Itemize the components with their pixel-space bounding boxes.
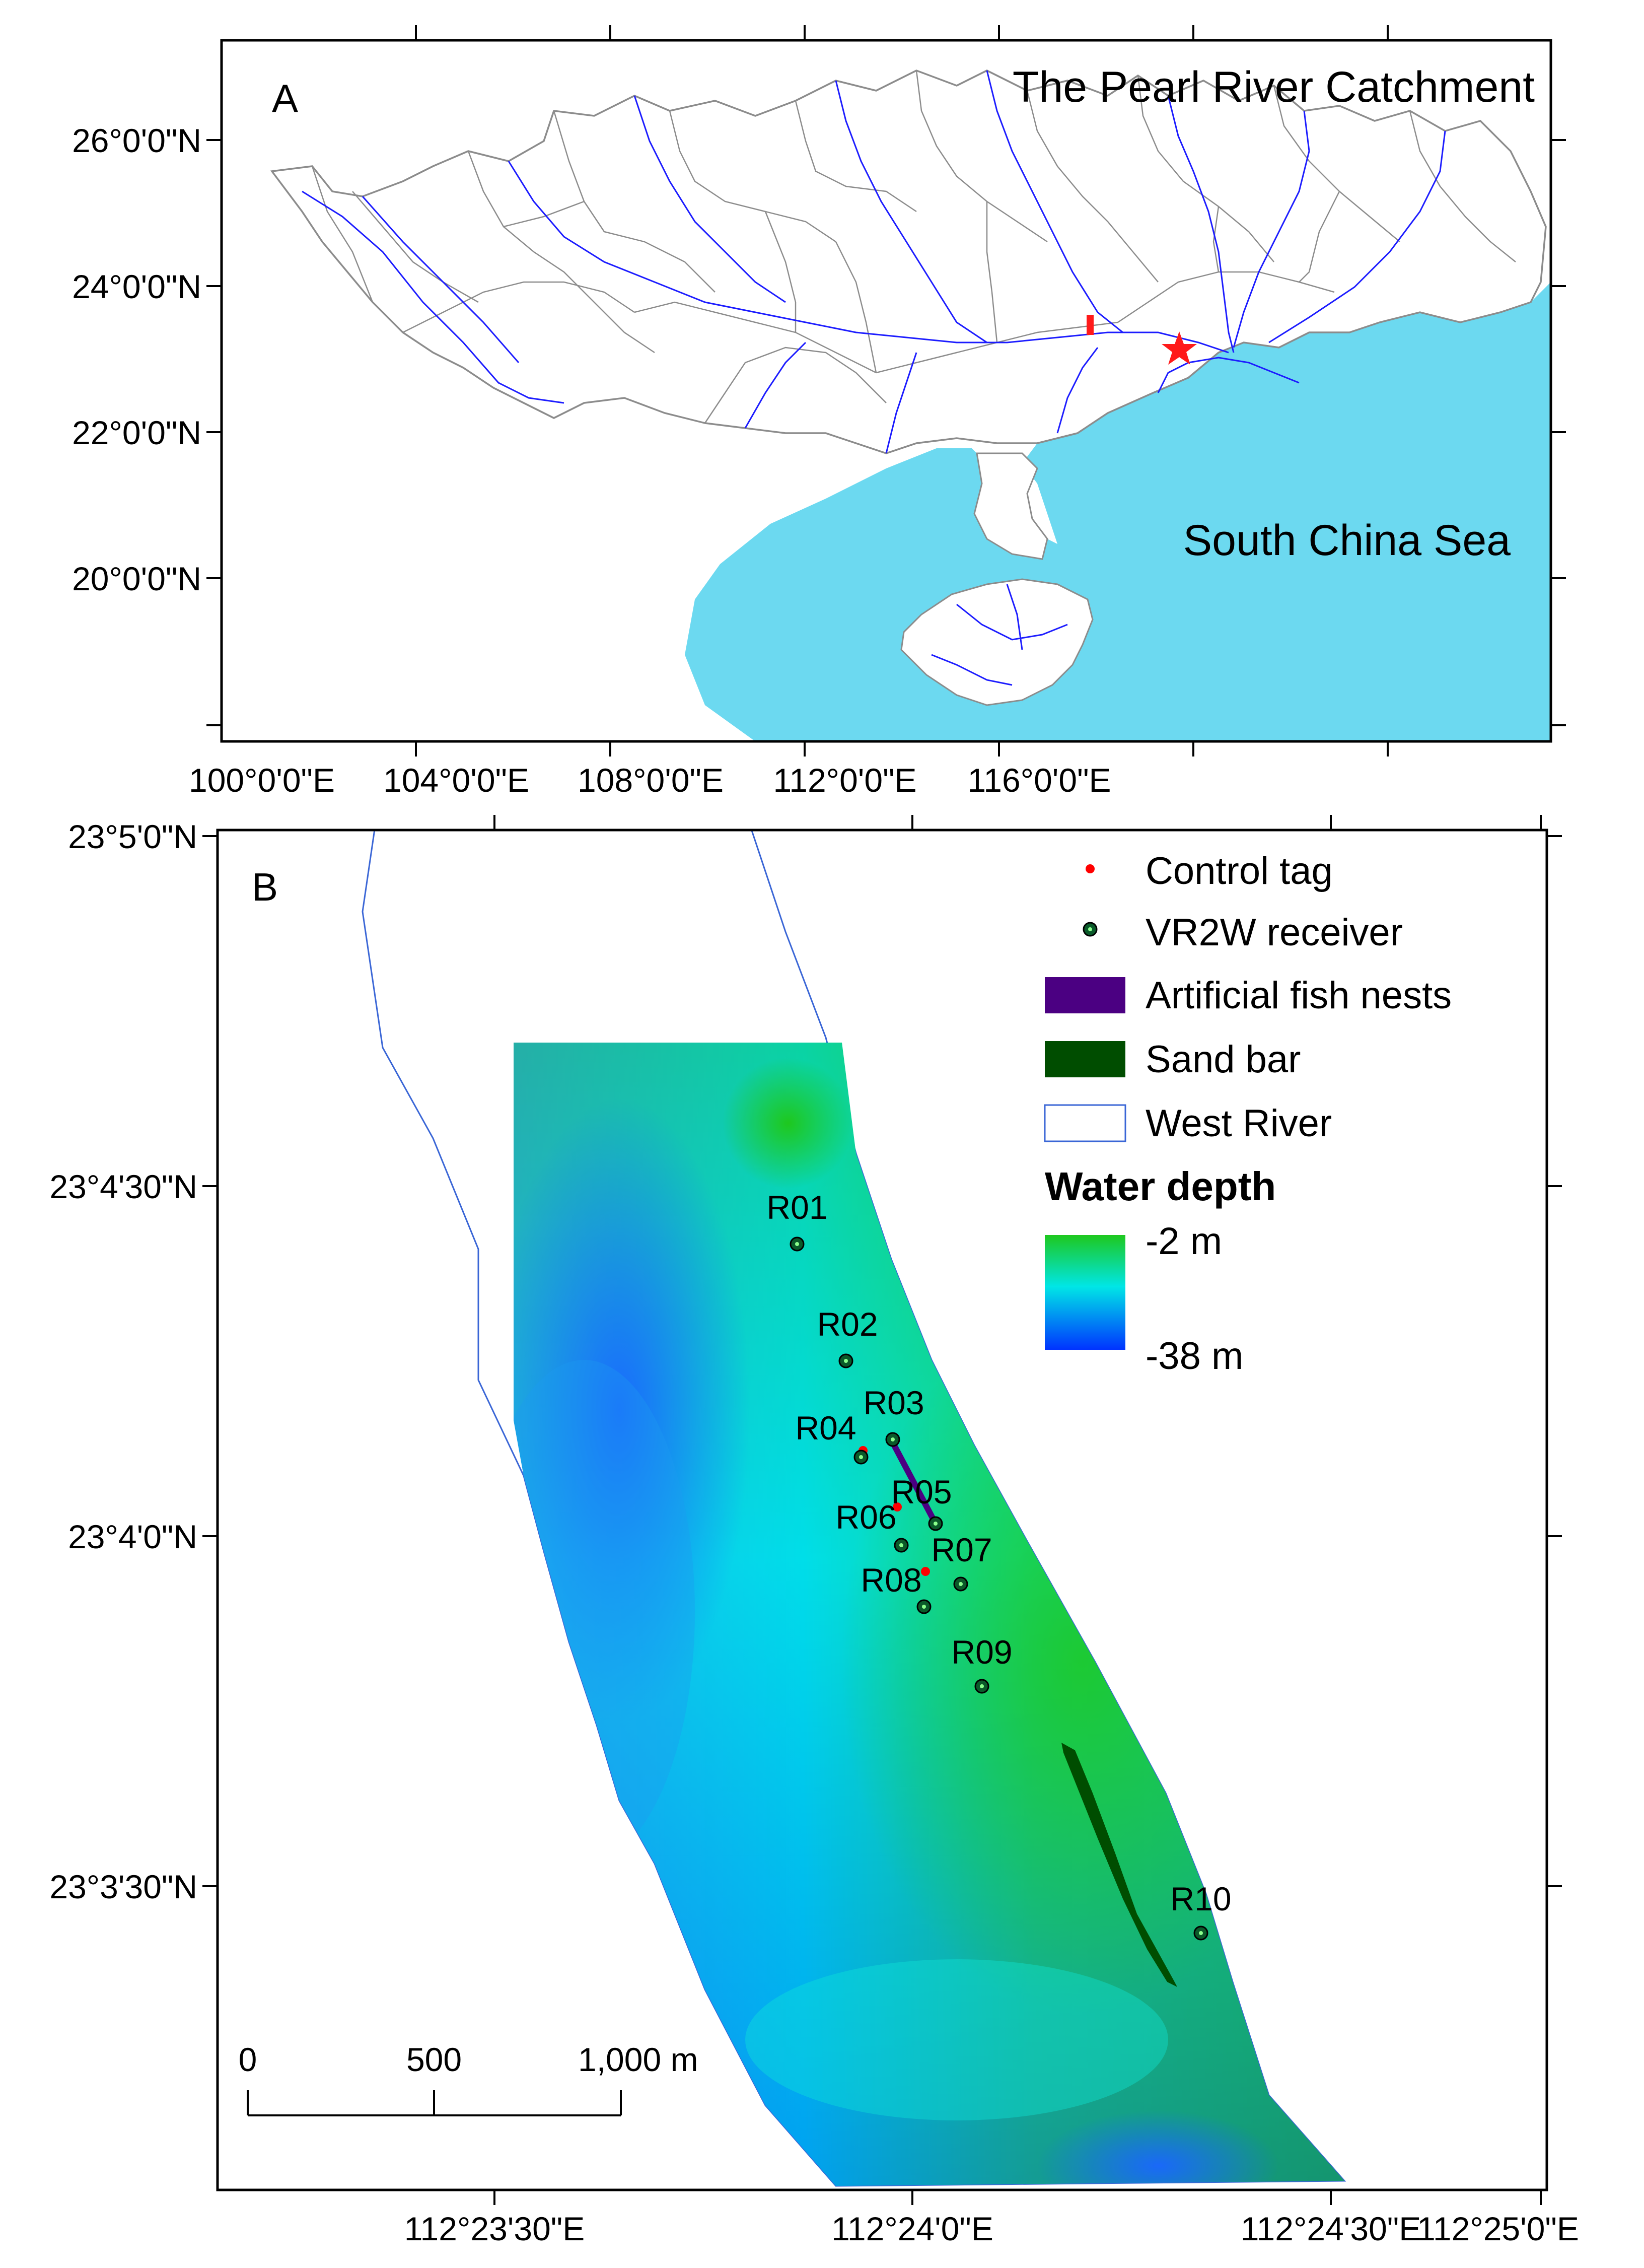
lat-label: 23°4'0"N (68, 1518, 197, 1555)
catchment-boundary (270, 70, 1547, 454)
receiver-label: R10 (1170, 1880, 1231, 1917)
sea-label: South China Sea (1183, 516, 1511, 565)
legend-receiver-dot (1088, 927, 1092, 931)
sub-basin-boundaries (311, 70, 1516, 424)
lon-label: 108°0'0"E (578, 762, 724, 799)
legend-receiver-label: VR2W receiver (1146, 911, 1403, 954)
receiver-dot (844, 1359, 848, 1363)
receiver-dot (795, 1242, 799, 1246)
legend-fish-nests-symbol (1045, 977, 1125, 1013)
lat-label: 26°0'0"N (72, 122, 201, 159)
lat-label: 22°0'0"N (72, 414, 201, 451)
receiver-dot (1199, 1931, 1203, 1935)
panel-a-latitude-labels: 26°0'0"N 24°0'0"N 22°0'0"N 20°0'0"N (72, 122, 201, 597)
receiver-dot (891, 1437, 895, 1441)
sea-area (685, 282, 1551, 741)
receiver-r07: R07 (931, 1531, 992, 1592)
receiver-r05: R05 (891, 1473, 952, 1531)
river-network (302, 70, 1446, 686)
scale-label-0: 0 (239, 2041, 257, 2078)
receiver-dot (859, 1455, 863, 1459)
lat-label: 20°0'0"N (72, 560, 201, 597)
receiver-dot (934, 1522, 938, 1526)
panel-a-longitude-labels: 100°0'0"E 104°0'0"E 108°0'0"E 112°0'0"E 116°… (189, 762, 1111, 799)
receiver-label: R06 (835, 1498, 896, 1536)
legend-west-river-symbol (1044, 1104, 1126, 1142)
study-site-marker (1087, 315, 1094, 335)
lon-label: 112°24'0"E (831, 2210, 993, 2247)
depth-max-label: -38 m (1146, 1335, 1243, 1378)
receiver-r03: R03 (863, 1384, 924, 1447)
receiver-label: R02 (817, 1305, 878, 1343)
lon-label: 116°0'0"E (967, 762, 1111, 799)
artificial-fish-nests (891, 1441, 939, 1527)
lat-label: 23°4'30"N (49, 1168, 197, 1205)
scale-bar: 0 500 1,000 m (239, 2041, 698, 2116)
lon-label: 104°0'0"E (383, 762, 529, 799)
receiver-r01: R01 (766, 1189, 828, 1252)
receiver-r02: R02 (817, 1305, 878, 1368)
receiver-dot (980, 1684, 984, 1688)
receiver-dot (959, 1582, 963, 1586)
scale-label-1000: 1,000 m (578, 2041, 698, 2078)
panel-b-letter: B (252, 865, 278, 909)
receiver-label: R04 (795, 1409, 856, 1447)
legend-fish-nests-label: Artificial fish nests (1146, 974, 1452, 1017)
legend-control-tag-label: Control tag (1146, 850, 1333, 892)
receiver-dot (899, 1543, 903, 1547)
panel-a-title: The Pearl River Catchment (1013, 63, 1535, 111)
panel-a-map: A The Pearl River Catchment South China … (72, 25, 1566, 799)
receiver-label: R01 (766, 1189, 827, 1226)
lat-label: 23°5'0"N (68, 818, 197, 855)
control-tag-marker (893, 1502, 902, 1511)
legend: Control tag VR2W receiver Artificial fis… (1044, 850, 1452, 1378)
legend-sand-bar-label: Sand bar (1146, 1038, 1301, 1081)
hainan-island (900, 578, 1094, 706)
peninsula (973, 452, 1048, 560)
panel-a-frame (220, 39, 1552, 743)
receiver-label: R09 (951, 1633, 1012, 1671)
panel-b-latitude-labels: 23°5'0"N 23°4'30"N 23°4'0"N 23°3'30"N (49, 818, 197, 1905)
depth-min-label: -2 m (1146, 1220, 1222, 1263)
lon-label: 112°0'0"E (773, 762, 916, 799)
receiver-r06: R06 (835, 1498, 909, 1553)
receiver-r04: R04 (795, 1409, 869, 1465)
receiver-r10: R10 (1170, 1880, 1232, 1941)
legend-depth-title: Water depth (1045, 1164, 1276, 1209)
star-icon (1162, 331, 1197, 365)
legend-west-river-label: West River (1146, 1102, 1332, 1145)
legend-control-tag-symbol (1086, 864, 1095, 873)
receiver-label: R07 (931, 1531, 992, 1568)
panel-a-ticks (206, 25, 1566, 757)
receiver-r09: R09 (951, 1633, 1013, 1694)
legend-sand-bar-symbol (1045, 1041, 1125, 1077)
receiver-label: R08 (861, 1561, 921, 1599)
scale-label-500: 500 (406, 2041, 462, 2078)
receiver-dot (922, 1605, 926, 1609)
lat-label: 24°0'0"N (72, 268, 201, 305)
receiver-label: R05 (891, 1473, 952, 1510)
depth-color-ramp (1045, 1235, 1125, 1350)
panel-b-longitude-labels: 112°23'30"E 112°24'0"E 112°24'30"E112°25'0… (404, 2210, 1579, 2247)
panel-b-frame (216, 829, 1548, 2191)
lon-label: 112°23'30"E (404, 2210, 585, 2247)
sand-bar (1061, 1743, 1177, 1987)
receiver-label: R03 (863, 1384, 924, 1421)
lon-label: 100°0'0"E (189, 762, 335, 799)
lon-label: 112°24'30"E (1241, 2210, 1421, 2247)
receiver-r08: R08 (861, 1561, 932, 1614)
lon-label: 112°25'0"E (1417, 2210, 1579, 2247)
lat-label: 23°3'30"N (49, 1868, 197, 1905)
control-tag-marker (921, 1567, 930, 1576)
panel-a-letter: A (272, 76, 298, 120)
panel-b-ticks (202, 815, 1562, 2205)
